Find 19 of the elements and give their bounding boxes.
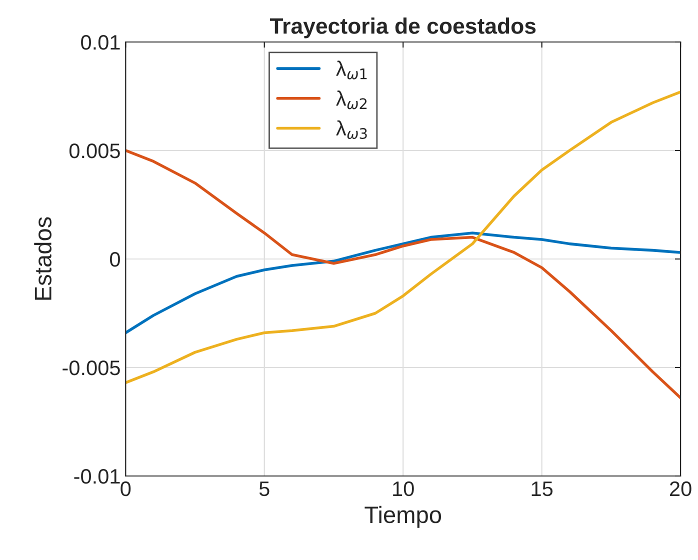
legend-label: λ$_{ω3}$ [336, 120, 367, 140]
line-series [126, 232, 681, 334]
y-tick-label: 0.01 [81, 35, 120, 50]
x-tick-label: 15 [532, 482, 553, 496]
line-series [126, 149, 681, 400]
x-tick-label: 10 [393, 481, 414, 496]
chart-title: Trayectoria de coestados [270, 18, 536, 38]
y-tick-label: 0.005 [69, 144, 120, 158]
y-tick-label: 0 [110, 252, 120, 267]
y-axis-title: Estados [34, 217, 52, 300]
x-axis-title: Tiempo [364, 506, 442, 528]
line-series [126, 90, 681, 384]
y-tick-label: -0.01 [74, 469, 120, 484]
legend-label: λ$_{ω2}$ [336, 90, 367, 110]
x-tick-label: 20 [670, 481, 692, 496]
y-tick-label: -0.005 [62, 360, 120, 376]
x-tick-label: 5 [259, 482, 270, 496]
legend-label: λ$_{ω1}$ [336, 60, 367, 80]
x-tick-label: 0 [120, 481, 131, 496]
